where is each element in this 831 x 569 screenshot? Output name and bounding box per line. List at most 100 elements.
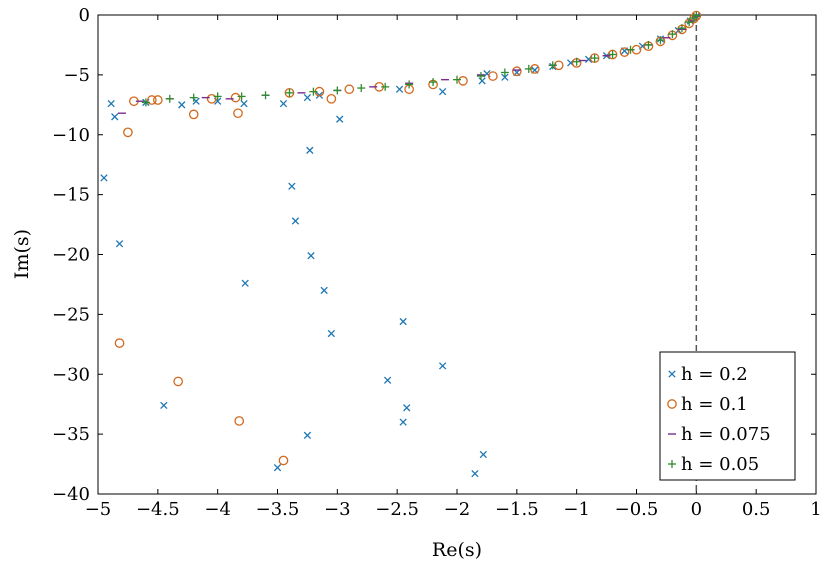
data-point: [403, 404, 411, 412]
data-point: [303, 431, 312, 439]
legend-entry-h-0.05: h = 0.05: [668, 454, 759, 475]
data-point: [458, 76, 468, 86]
x-tick-label: −3.5: [256, 499, 300, 520]
data-point: [165, 94, 174, 103]
data-point: [278, 455, 289, 466]
data-point: [326, 93, 337, 104]
data-point: [147, 95, 157, 105]
data-point: [333, 86, 342, 95]
data-point: [626, 45, 635, 54]
data-point: [327, 329, 336, 338]
data-point: [107, 99, 115, 108]
data-point: [160, 401, 168, 410]
legend-label: h = 0.075: [681, 424, 771, 445]
series-h=0.075: [117, 15, 701, 114]
data-point: [479, 450, 487, 459]
data-point: [691, 10, 702, 21]
x-tick-label: −0.5: [615, 499, 659, 520]
data-point: [590, 54, 599, 63]
data-point: [291, 217, 300, 225]
data-point: [511, 66, 522, 77]
x-axis-title: Re(s): [432, 539, 482, 561]
data-point: [307, 252, 315, 260]
x-tick-label: −3: [324, 499, 351, 520]
legend-box: [659, 351, 796, 481]
data-point: [303, 93, 312, 102]
data-point: [668, 30, 677, 39]
legend-marker: [668, 460, 676, 468]
x-tick-label: −1.5: [495, 499, 539, 520]
y-tick-label: −40: [52, 484, 90, 505]
data-points: [100, 10, 702, 478]
data-point: [478, 77, 486, 85]
x-tick-label: −1: [563, 499, 590, 520]
series-h=0.2: [100, 12, 700, 478]
data-point: [677, 24, 686, 33]
data-point: [336, 115, 344, 123]
data-point: [189, 93, 198, 102]
data-point: [234, 416, 245, 426]
data-point: [524, 64, 533, 73]
data-point: [123, 127, 133, 138]
y-tick-label: 0: [79, 5, 90, 26]
data-point: [619, 47, 630, 57]
data-point: [572, 57, 581, 66]
data-point: [284, 87, 295, 98]
x-tick-label: 0.5: [742, 499, 771, 520]
data-point: [306, 146, 314, 154]
data-point: [399, 418, 407, 426]
legend-marker: [667, 399, 677, 409]
data-point: [188, 109, 199, 120]
y-tick-label: −20: [52, 245, 90, 266]
data-point: [111, 113, 119, 121]
legend-marker: [668, 370, 676, 378]
data-point: [644, 40, 653, 49]
data-point: [607, 49, 618, 60]
data-point: [309, 87, 318, 96]
data-point: [453, 75, 461, 84]
x-tick-label: −4: [204, 499, 231, 520]
legend: h = 0.2 h = 0.1 h = 0.075 h = 0.05: [659, 351, 796, 481]
y-tick-label: −30: [52, 364, 90, 385]
data-point: [206, 93, 217, 104]
data-point: [501, 73, 509, 81]
x-tick-label: 0: [691, 499, 702, 520]
y-tick-label: −10: [52, 125, 90, 146]
data-point: [141, 98, 150, 107]
legend-marker-cross-icon: [668, 370, 676, 378]
data-point: [213, 92, 222, 101]
x-tick-label: 1: [810, 499, 821, 520]
x-tick-label: −5: [85, 499, 112, 520]
data-point: [685, 18, 694, 27]
data-point: [100, 174, 108, 182]
data-point: [273, 463, 282, 472]
data-point: [114, 338, 125, 348]
data-point: [230, 92, 241, 103]
x-tick-label: −2: [444, 499, 471, 520]
data-point: [589, 53, 600, 63]
series-h=0.1: [114, 10, 702, 466]
x-tick-label: −4.5: [136, 499, 180, 520]
y-tick-label: −5: [63, 65, 90, 86]
data-point: [173, 376, 184, 387]
data-point: [383, 376, 392, 384]
y-tick-label: −15: [52, 185, 90, 206]
data-point: [288, 182, 296, 190]
data-point: [381, 82, 390, 91]
data-point: [233, 108, 243, 119]
data-point: [115, 240, 124, 248]
x-tick-label: −2.5: [375, 499, 419, 520]
data-point: [399, 317, 407, 326]
data-point: [656, 36, 665, 45]
data-point: [240, 99, 248, 108]
data-point: [357, 84, 366, 93]
data-point: [279, 99, 288, 108]
series-h=0.05: [141, 11, 701, 107]
y-axis-title: Im(s): [11, 229, 33, 279]
data-point: [152, 95, 163, 105]
data-point: [429, 78, 438, 87]
data-point: [344, 84, 355, 95]
legend-entry-h-0.1: h = 0.1: [667, 394, 748, 415]
data-point: [395, 85, 404, 93]
